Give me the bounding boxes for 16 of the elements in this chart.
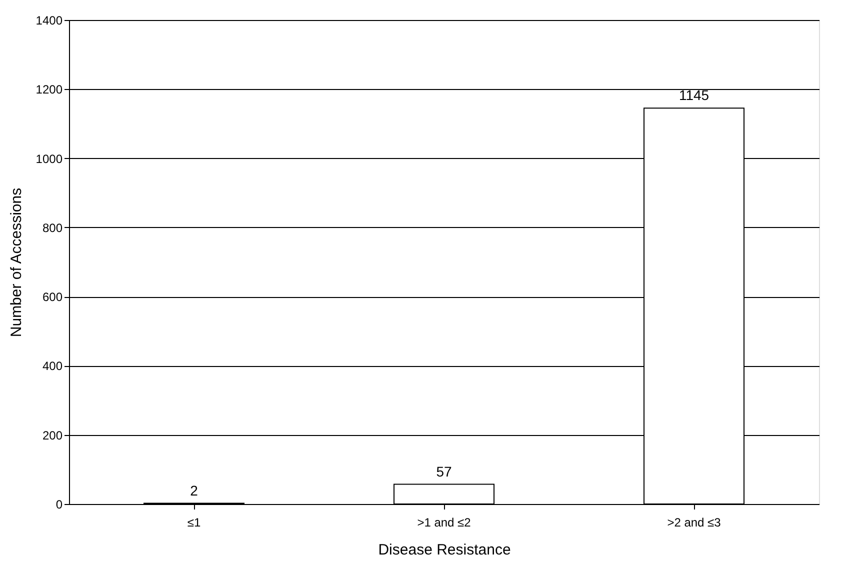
y-tick-label: 1400 [36, 14, 63, 28]
x-tick-label: >1 and ≤2 [417, 516, 472, 530]
y-tick-label: 0 [56, 498, 63, 512]
y-tick-label: 800 [42, 220, 63, 235]
y-tick-label: 600 [42, 290, 63, 304]
y-tick-label: 200 [42, 428, 63, 442]
y-tick-label: 1000 [36, 152, 63, 166]
y-tick-label: 1200 [36, 82, 63, 97]
data-label: 2 [190, 482, 198, 498]
x-axis-title: Disease Resistance [378, 542, 511, 558]
x-tick-label: >2 and ≤3 [667, 516, 722, 530]
y-tick-label: 400 [42, 359, 63, 374]
y-axis-title: Number of Accessions [8, 188, 25, 338]
data-label: 1145 [678, 87, 710, 104]
data-label: 57 [436, 463, 452, 480]
x-tick-label: ≤1 [187, 516, 201, 530]
